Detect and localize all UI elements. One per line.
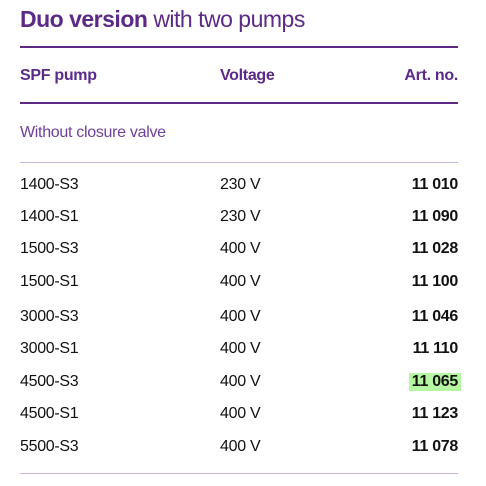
- divider: [20, 162, 458, 163]
- table-cell: 3000-S3: [20, 308, 79, 325]
- table-cell: 400 V: [220, 405, 261, 422]
- table-cell: 11 010: [411, 176, 459, 193]
- table-cell: 400 V: [220, 373, 261, 390]
- column-header: Art. no.: [404, 67, 458, 84]
- table-cell: 11 090: [411, 208, 459, 225]
- table-cell: 1500-S3: [20, 240, 79, 257]
- divider: [20, 473, 458, 474]
- table-cell: 1400-S1: [20, 208, 79, 225]
- table-cell: 1500-S1: [20, 273, 79, 290]
- table-cell: 400 V: [220, 240, 261, 257]
- table-cell: 11 123: [411, 405, 459, 422]
- column-header: Voltage: [220, 67, 275, 84]
- table-cell: 400 V: [220, 340, 261, 357]
- title: Duo version with two pumps: [20, 6, 305, 33]
- table-cell: 4500-S1: [20, 405, 79, 422]
- table-cell: 11 046: [411, 308, 459, 325]
- title-bold: Duo version: [20, 6, 148, 32]
- table-cell: 400 V: [220, 273, 261, 290]
- column-header: SPF pump: [20, 67, 97, 84]
- section-label: Without closure valve: [20, 124, 166, 141]
- title-rest: with two pumps: [153, 6, 305, 32]
- table-cell: 230 V: [220, 176, 261, 193]
- table-cell: 11 100: [411, 273, 459, 290]
- table-cell: 11 028: [411, 240, 459, 257]
- table-cell: 11 110: [412, 340, 459, 357]
- table-cell: 5500-S3: [20, 438, 79, 455]
- table-cell: 400 V: [220, 438, 261, 455]
- table-cell: 1400-S3: [20, 176, 79, 193]
- table-cell: 400 V: [220, 308, 261, 325]
- divider: [20, 102, 458, 104]
- table-cell: 11 065: [408, 373, 461, 391]
- table-cell: 230 V: [220, 208, 261, 225]
- table-cell: 11 078: [411, 438, 459, 455]
- divider: [20, 46, 458, 48]
- table-cell: 4500-S3: [20, 373, 79, 390]
- table-cell: 3000-S1: [20, 340, 79, 357]
